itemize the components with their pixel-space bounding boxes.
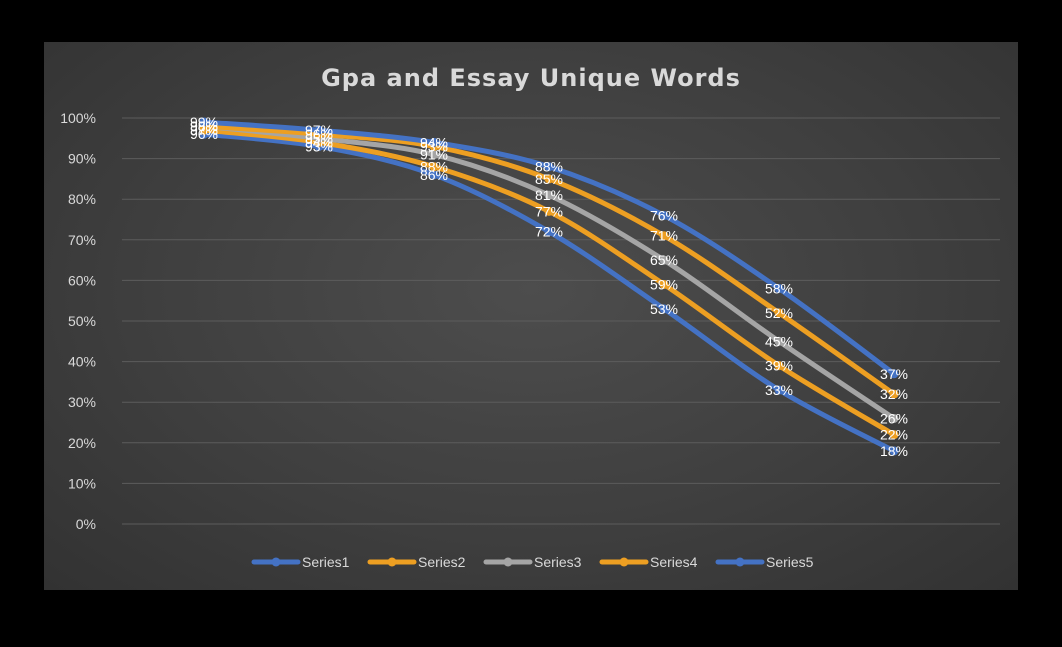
data-label: 98% <box>190 118 218 134</box>
legend-swatch-marker <box>619 557 629 567</box>
y-tick-label: 10% <box>68 475 96 491</box>
data-point <box>429 137 439 147</box>
data-point <box>429 162 439 172</box>
y-tick-label: 100% <box>60 110 96 126</box>
legend-swatch-marker <box>271 557 281 567</box>
y-tick-label: 70% <box>68 232 96 248</box>
data-point <box>774 336 784 346</box>
data-point <box>774 361 784 371</box>
data-label: 59% <box>650 276 678 292</box>
data-point <box>889 413 899 423</box>
data-point <box>659 231 669 241</box>
legend-item-series4[interactable]: Series4 <box>599 554 698 570</box>
legend-item-series5[interactable]: Series5 <box>715 554 814 570</box>
data-label: 58% <box>765 281 793 297</box>
data-point <box>544 174 554 184</box>
y-tick-label: 40% <box>68 354 96 370</box>
data-label: 96% <box>305 126 333 142</box>
legend-swatch-marker <box>387 557 397 567</box>
data-point <box>199 117 209 127</box>
chart-area: Gpa and Essay Unique Words 0% 10% 20% 30% 40… <box>44 42 1018 590</box>
data-label: 72% <box>535 224 563 240</box>
legend-label: Series2 <box>418 554 466 570</box>
data-point <box>429 150 439 160</box>
data-labels: 96%93%86%72%53%33%18%97%94%88%77%59%39%2… <box>190 114 908 459</box>
data-label: 71% <box>650 228 678 244</box>
data-label: 88% <box>535 159 563 175</box>
data-point <box>544 162 554 172</box>
data-point <box>659 255 669 265</box>
legend: Series1 Series2 Series3 Series4 Series5 <box>251 554 814 570</box>
legend-item-series1[interactable]: Series1 <box>251 554 350 570</box>
data-point <box>544 190 554 200</box>
y-tick-label: 0% <box>76 516 96 532</box>
series-lines <box>199 117 899 456</box>
y-tick-label: 50% <box>68 313 96 329</box>
data-label: 94% <box>305 134 333 150</box>
legend-item-series3[interactable]: Series3 <box>483 554 582 570</box>
data-label: 37% <box>880 366 908 382</box>
data-label: 45% <box>765 333 793 349</box>
data-point <box>889 389 899 399</box>
data-label: 85% <box>535 171 563 187</box>
data-point <box>889 430 899 440</box>
data-point <box>314 125 324 135</box>
chart-title: Gpa and Essay Unique Words <box>321 64 741 92</box>
data-label: 96% <box>190 126 218 142</box>
data-label: 91% <box>420 147 448 163</box>
legend-item-series2[interactable]: Series2 <box>367 554 466 570</box>
data-label: 98% <box>190 118 218 134</box>
data-label: 33% <box>765 382 793 398</box>
data-point <box>659 210 669 220</box>
y-tick-label: 30% <box>68 394 96 410</box>
data-label: 52% <box>765 305 793 321</box>
y-tick-label: 90% <box>68 151 96 167</box>
data-point <box>889 446 899 456</box>
data-point <box>774 284 784 294</box>
data-label: 32% <box>880 386 908 402</box>
data-point <box>429 170 439 180</box>
legend-label: Series1 <box>302 554 350 570</box>
data-label: 26% <box>880 410 908 426</box>
data-label: 94% <box>420 134 448 150</box>
legend-swatch-marker <box>735 557 745 567</box>
data-label: 18% <box>880 443 908 459</box>
legend-label: Series3 <box>534 554 582 570</box>
data-label: 39% <box>765 358 793 374</box>
data-label: 76% <box>650 207 678 223</box>
data-point <box>774 308 784 318</box>
line-chart: Gpa and Essay Unique Words 0% 10% 20% 30% 40… <box>60 64 1000 570</box>
data-point <box>659 304 669 314</box>
data-point <box>774 385 784 395</box>
y-tick-label: 20% <box>68 435 96 451</box>
data-point <box>544 227 554 237</box>
data-label: 97% <box>190 122 218 138</box>
data-point <box>889 369 899 379</box>
data-label: 95% <box>305 130 333 146</box>
data-label: 81% <box>535 187 563 203</box>
y-tick-label: 60% <box>68 272 96 288</box>
legend-label: Series5 <box>766 554 814 570</box>
data-point <box>659 279 669 289</box>
y-axis-ticks: 0% 10% 20% 30% 40% 50% 60% 70% 80% 90% 100% <box>60 110 96 532</box>
legend-swatch-marker <box>503 557 513 567</box>
data-label: 65% <box>650 252 678 268</box>
data-label: 93% <box>420 138 448 154</box>
legend-label: Series4 <box>650 554 698 570</box>
data-label: 53% <box>650 301 678 317</box>
data-label: 93% <box>305 138 333 154</box>
data-label: 77% <box>535 203 563 219</box>
y-tick-label: 80% <box>68 191 96 207</box>
data-label: 86% <box>420 167 448 183</box>
data-point <box>544 206 554 216</box>
data-label: 88% <box>420 159 448 175</box>
data-label: 97% <box>305 122 333 138</box>
data-label: 99% <box>190 114 218 130</box>
data-label: 22% <box>880 427 908 443</box>
